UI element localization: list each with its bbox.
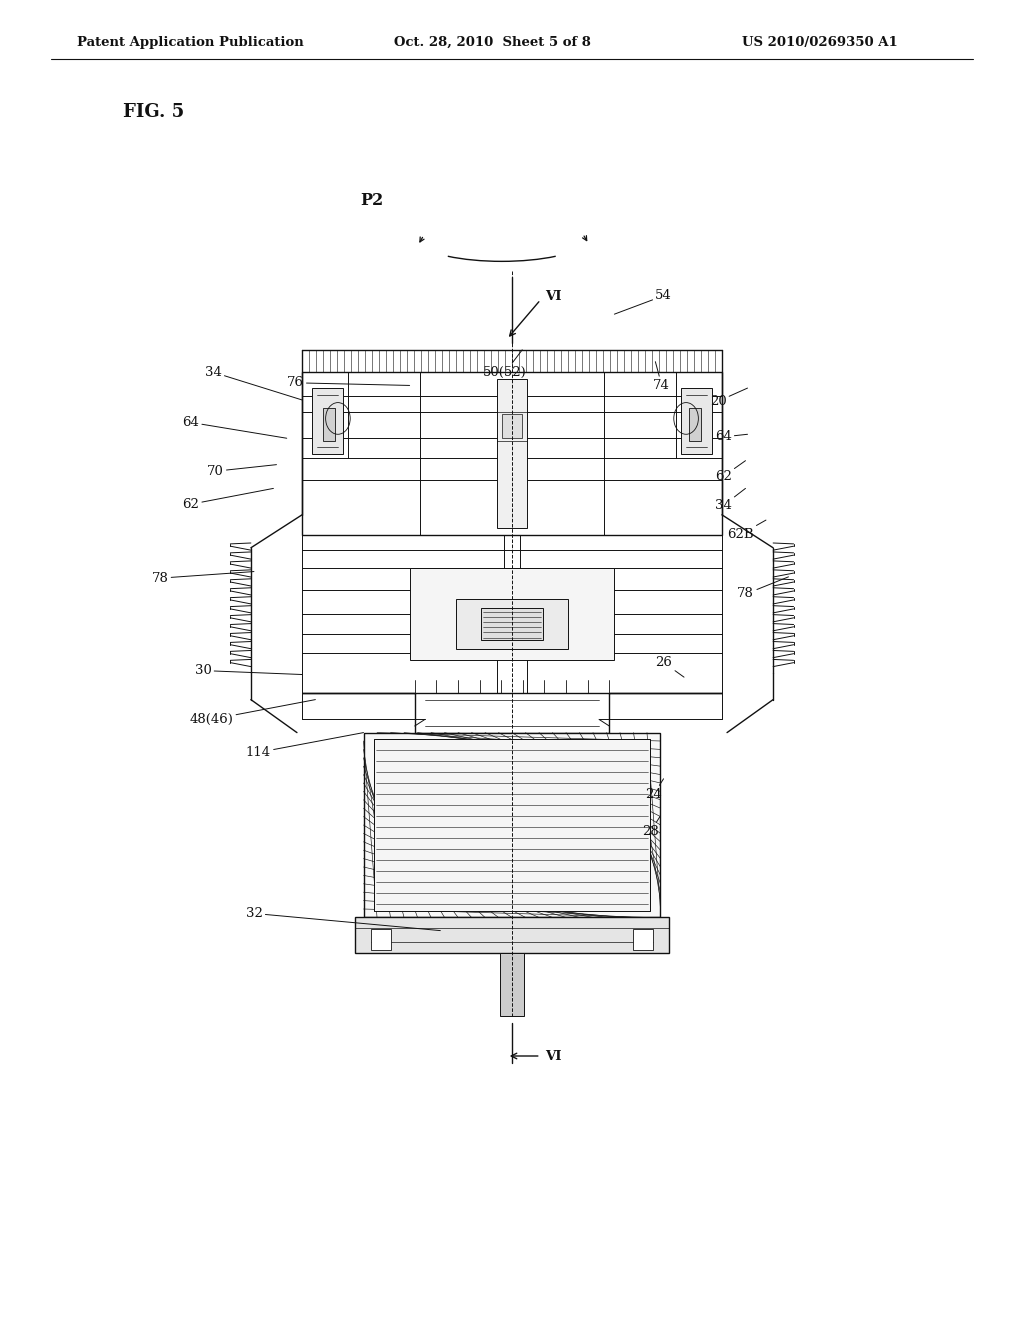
Text: 114: 114 bbox=[246, 733, 364, 759]
Text: 24: 24 bbox=[645, 779, 664, 801]
Text: 34: 34 bbox=[715, 488, 745, 512]
Bar bbox=[481, 607, 543, 640]
Text: FIG. 5: FIG. 5 bbox=[123, 103, 184, 121]
Text: 34: 34 bbox=[205, 366, 302, 400]
Bar bbox=[355, 917, 669, 953]
Text: 48(46): 48(46) bbox=[189, 700, 315, 726]
Bar bbox=[689, 408, 701, 441]
Text: 70: 70 bbox=[207, 465, 276, 478]
Text: 64: 64 bbox=[182, 416, 287, 438]
Bar bbox=[633, 929, 653, 950]
Text: Patent Application Publication: Patent Application Publication bbox=[77, 36, 303, 49]
Text: 28: 28 bbox=[642, 816, 660, 838]
Bar bbox=[323, 408, 335, 441]
Text: 78: 78 bbox=[152, 572, 254, 585]
Bar bbox=[497, 379, 527, 528]
Bar bbox=[364, 733, 660, 917]
Bar bbox=[410, 568, 614, 660]
Text: 78: 78 bbox=[737, 577, 788, 601]
Text: P2: P2 bbox=[360, 193, 384, 209]
Text: 64: 64 bbox=[715, 430, 748, 444]
Bar bbox=[302, 372, 722, 535]
Text: 30: 30 bbox=[195, 664, 302, 677]
Text: VI: VI bbox=[545, 1049, 561, 1063]
Text: Oct. 28, 2010  Sheet 5 of 8: Oct. 28, 2010 Sheet 5 of 8 bbox=[394, 36, 591, 49]
Bar bbox=[371, 929, 391, 950]
Text: 76: 76 bbox=[287, 376, 410, 389]
Bar bbox=[502, 414, 522, 438]
Text: 20: 20 bbox=[710, 388, 748, 408]
Bar bbox=[500, 953, 524, 1016]
Text: VI: VI bbox=[545, 290, 561, 304]
Bar bbox=[312, 388, 343, 454]
Bar bbox=[456, 599, 568, 649]
Bar bbox=[374, 739, 650, 911]
Text: 32: 32 bbox=[246, 907, 440, 931]
Text: 26: 26 bbox=[655, 656, 684, 677]
Text: 62B: 62B bbox=[727, 520, 766, 541]
Text: US 2010/0269350 A1: US 2010/0269350 A1 bbox=[742, 36, 898, 49]
Bar bbox=[681, 388, 712, 454]
Text: 54: 54 bbox=[614, 289, 672, 314]
Text: 74: 74 bbox=[653, 362, 670, 392]
Text: 62: 62 bbox=[182, 488, 273, 511]
Text: 62: 62 bbox=[715, 461, 745, 483]
Text: 50(52): 50(52) bbox=[483, 350, 527, 379]
